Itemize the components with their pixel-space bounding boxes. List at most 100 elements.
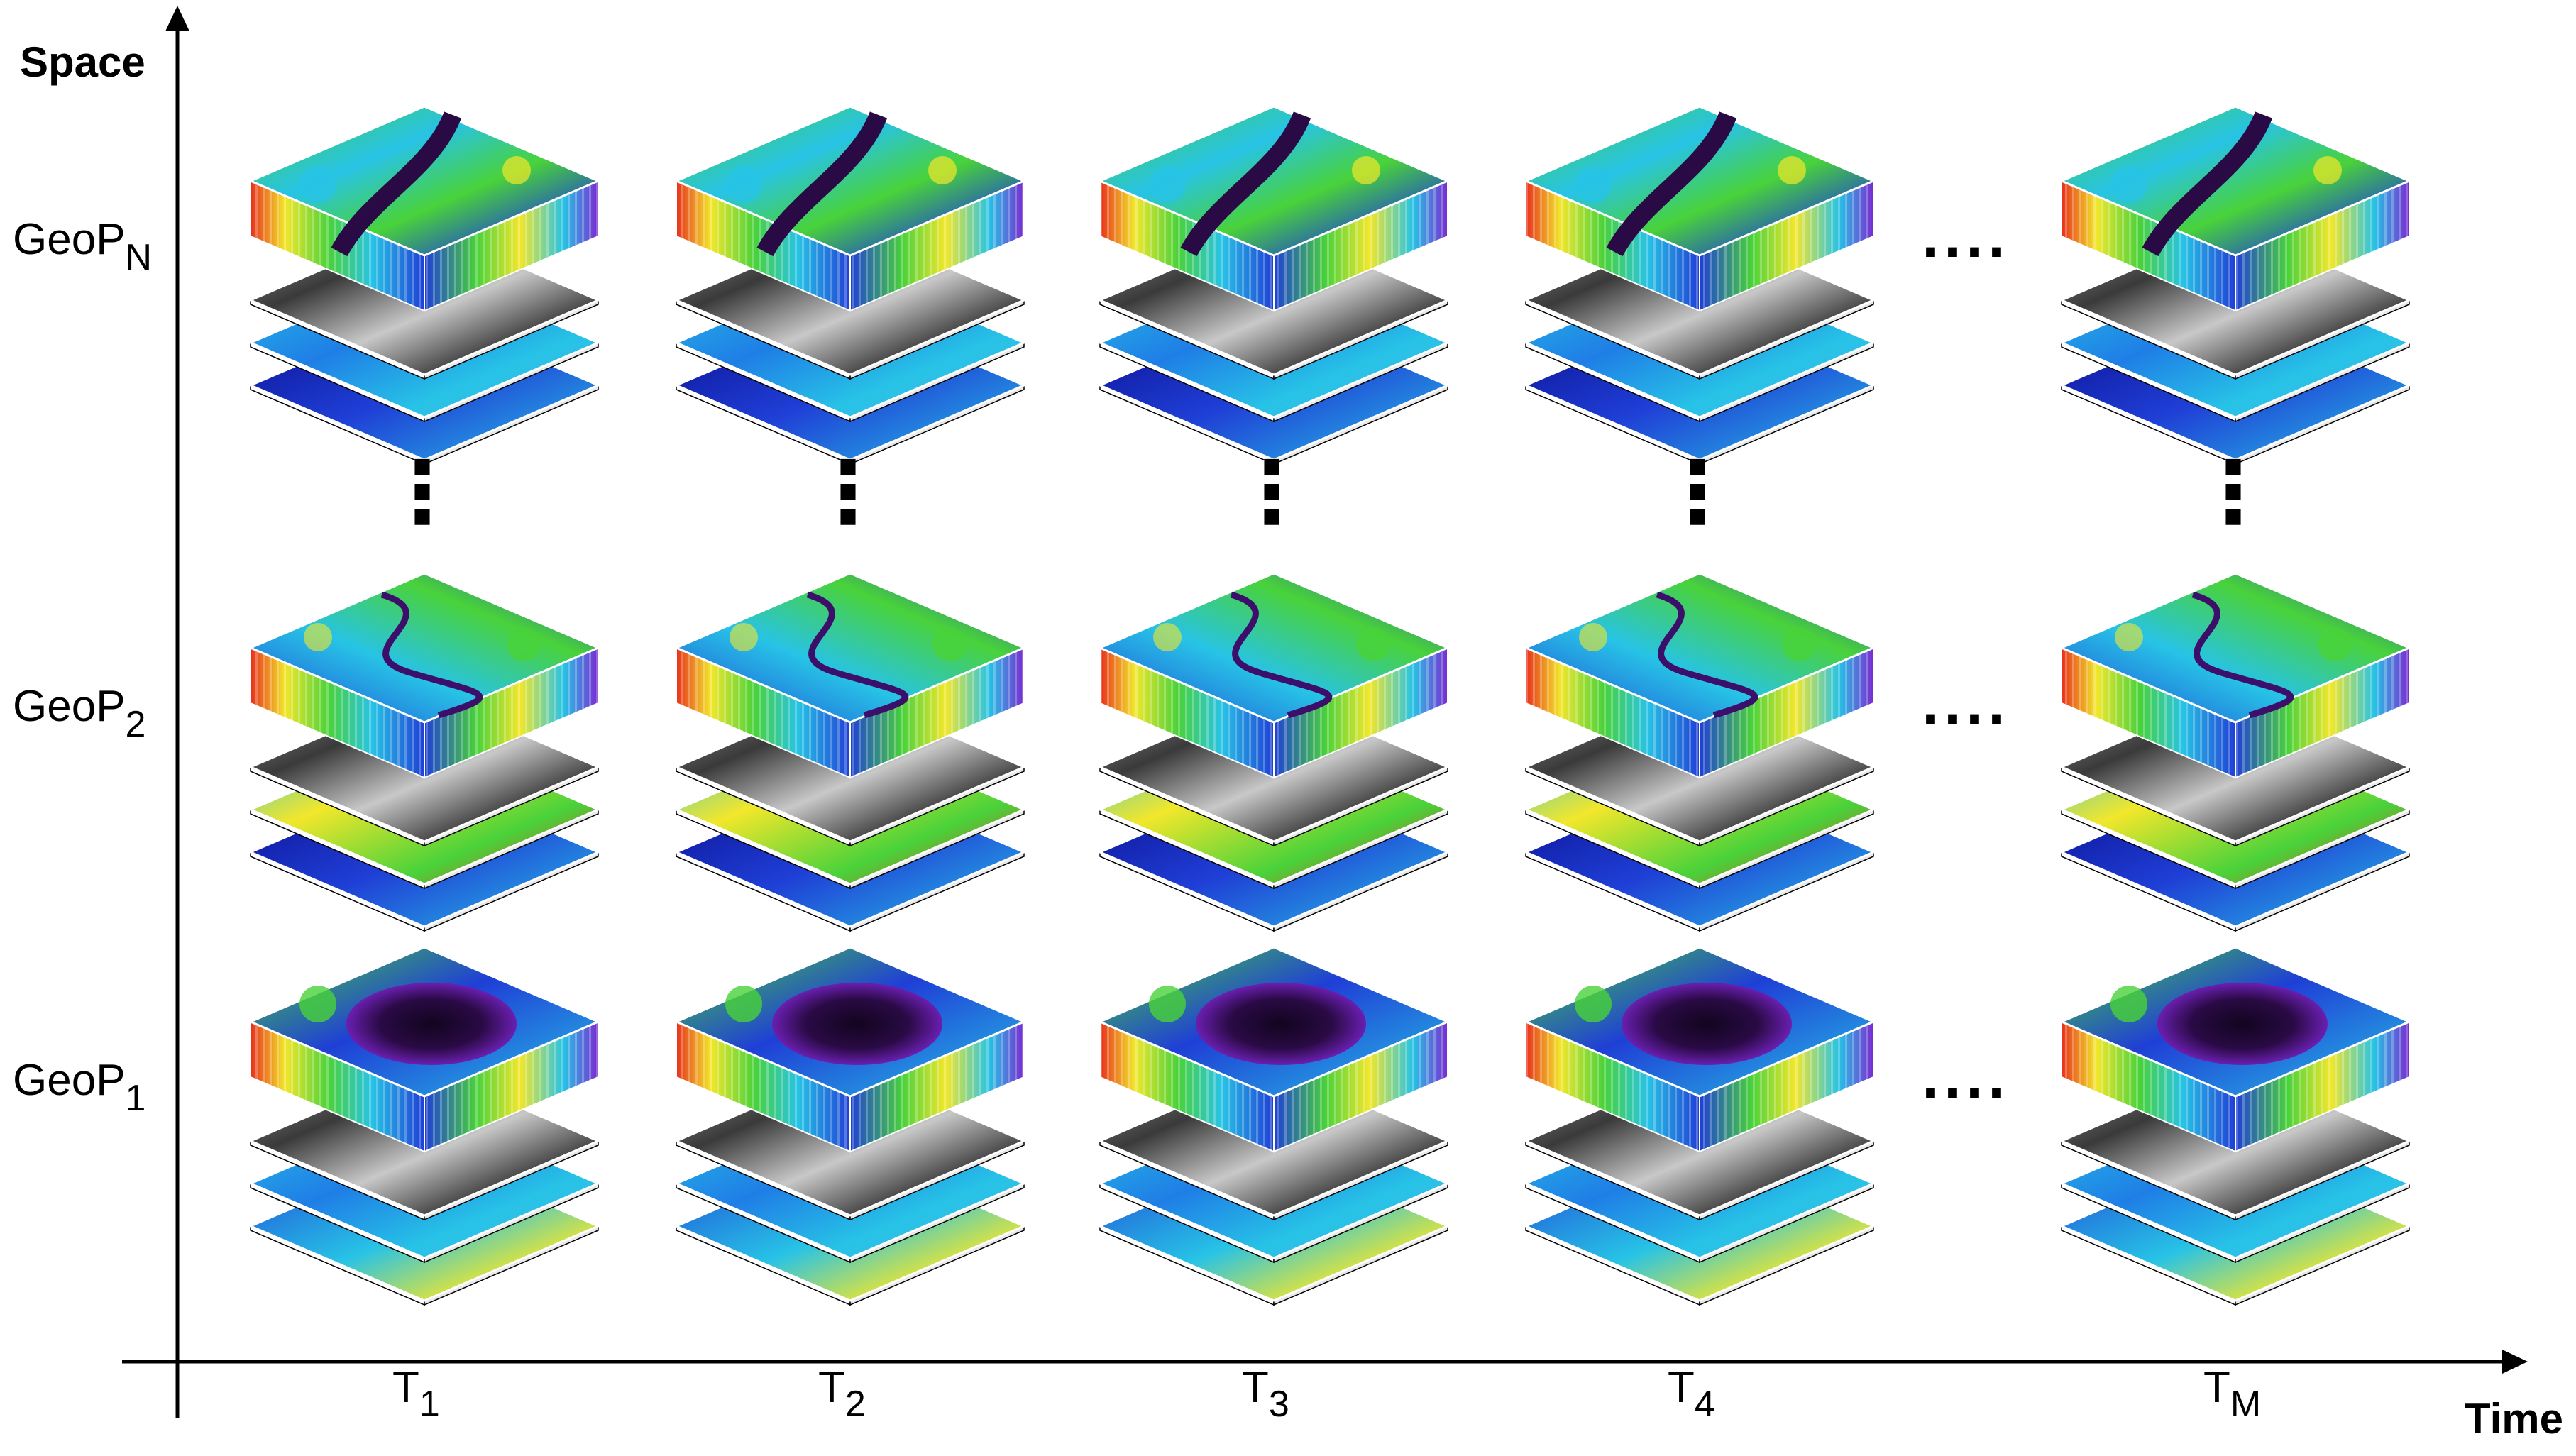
- field-patch: [1575, 166, 1612, 203]
- cube-right-face-texture: [2235, 181, 2409, 311]
- stack-2-M: [2059, 572, 2412, 932]
- field-patch: [1356, 627, 1390, 661]
- feature-cube: [1097, 572, 1451, 779]
- meander-channel: [2191, 591, 2294, 719]
- urban-patch: [730, 623, 758, 651]
- row-label-N: GeoPN: [13, 215, 152, 278]
- cube-left-face-texture: [1100, 1022, 1274, 1152]
- urban-patch: [502, 156, 531, 184]
- cube-right-face-texture: [1700, 181, 1873, 311]
- urban-patch: [1778, 156, 1806, 184]
- meander-channel: [1230, 591, 1333, 719]
- stack-2-3: [1097, 572, 1451, 932]
- stack-N-2: [673, 105, 1027, 465]
- cube-left-face-texture: [2062, 1022, 2235, 1152]
- vegetation-patch: [1149, 986, 1186, 1022]
- cube-top-face: [1097, 572, 1451, 724]
- lake-body: [346, 983, 517, 1065]
- x-axis-arrowhead: [2502, 1350, 2528, 1374]
- ellipsis-horizontal-2: ....: [1922, 667, 2010, 738]
- stack-N-4: [1523, 105, 1876, 465]
- ellipsis-vertical-0: ⋮: [380, 445, 465, 540]
- feature-cube: [1097, 105, 1451, 312]
- field-patch: [507, 627, 541, 661]
- ellipsis-horizontal-N: ....: [1922, 200, 2010, 271]
- urban-patch: [2313, 156, 2342, 184]
- cube-top-face: [1097, 105, 1451, 257]
- urban-patch: [304, 623, 332, 651]
- axes: Space Time: [20, 6, 2563, 1443]
- stack-2-4: [1523, 572, 1876, 932]
- cube-right-face-texture: [1700, 648, 1873, 778]
- ellipsis-markers: ............ ⋮ ⋮ ⋮ ⋮ ⋮: [380, 200, 2276, 1112]
- cube-top-face: [673, 105, 1027, 257]
- field-patch: [1782, 627, 1816, 661]
- ellipsis-vertical-2: ⋮: [1229, 445, 1314, 540]
- cube-top-face: [248, 572, 601, 724]
- cube-right-face-texture: [1700, 1022, 1873, 1152]
- ellipsis-horizontal-1: ....: [1922, 1041, 2010, 1112]
- cube-right-face-texture: [424, 1022, 598, 1152]
- x-axis-label: Time: [2465, 1395, 2563, 1443]
- feature-cube: [2059, 946, 2412, 1153]
- cube-right-face-texture: [1274, 181, 1448, 311]
- feature-cube: [248, 572, 601, 779]
- column-label-1: T1: [392, 1363, 440, 1425]
- feature-cube: [248, 105, 601, 312]
- cube-top-face: [673, 572, 1027, 724]
- row-label-2: GeoP2: [13, 682, 145, 745]
- stack-2-1: [248, 572, 601, 932]
- stack-N-3: [1097, 105, 1451, 465]
- stack-1-2: [673, 946, 1027, 1306]
- cube-top-face: [2059, 105, 2412, 257]
- feature-cube: [248, 946, 601, 1153]
- feature-cube: [2059, 572, 2412, 779]
- vegetation-patch: [725, 986, 762, 1022]
- feature-cube: [673, 572, 1027, 779]
- cube-left-face-texture: [251, 648, 424, 778]
- cube-left-face-texture: [676, 648, 850, 778]
- river-channel: [2142, 111, 2273, 257]
- cube-right-face-texture: [850, 648, 1024, 778]
- feature-cube: [1523, 105, 1876, 312]
- cube-right-face-texture: [424, 181, 598, 311]
- river-channel: [756, 111, 888, 257]
- y-axis-arrowhead: [165, 6, 189, 31]
- lake-body: [1196, 983, 1366, 1065]
- meander-channel: [380, 591, 483, 719]
- cube-left-face-texture: [676, 1022, 850, 1152]
- meander-channel: [806, 591, 909, 719]
- feature-cube: [1523, 572, 1876, 779]
- river-channel: [1606, 111, 1737, 257]
- cube-left-face-texture: [251, 1022, 424, 1152]
- stack-N-1: [248, 105, 601, 465]
- feature-cube: [1523, 946, 1876, 1153]
- lake-body: [1622, 983, 1792, 1065]
- data-cube-grid: [248, 105, 2412, 1306]
- y-axis-label: Space: [20, 38, 145, 86]
- cube-right-face-texture: [1274, 648, 1448, 778]
- field-patch: [2318, 627, 2352, 661]
- meander-channel: [1656, 591, 1758, 719]
- feature-cube: [1097, 946, 1451, 1153]
- cube-top-face: [1523, 572, 1876, 724]
- cube-left-face-texture: [1526, 648, 1700, 778]
- stack-1-3: [1097, 946, 1451, 1306]
- cube-right-face-texture: [424, 648, 598, 778]
- cube-top-face: [2059, 572, 2412, 724]
- stack-2-2: [673, 572, 1027, 932]
- lake-body: [2157, 983, 2328, 1065]
- urban-patch: [2115, 623, 2143, 651]
- cube-right-face-texture: [1274, 1022, 1448, 1152]
- cube-left-face-texture: [2062, 648, 2235, 778]
- urban-patch: [1153, 623, 1182, 651]
- stack-1-4: [1523, 946, 1876, 1306]
- vegetation-patch: [2110, 986, 2147, 1022]
- row-labels: GeoPN GeoP2 GeoP1: [13, 215, 152, 1119]
- field-patch: [2110, 166, 2147, 203]
- cube-right-face-texture: [2235, 1022, 2409, 1152]
- column-label-2: T2: [818, 1363, 866, 1425]
- stack-1-M: [2059, 946, 2412, 1306]
- feature-cube: [2059, 105, 2412, 312]
